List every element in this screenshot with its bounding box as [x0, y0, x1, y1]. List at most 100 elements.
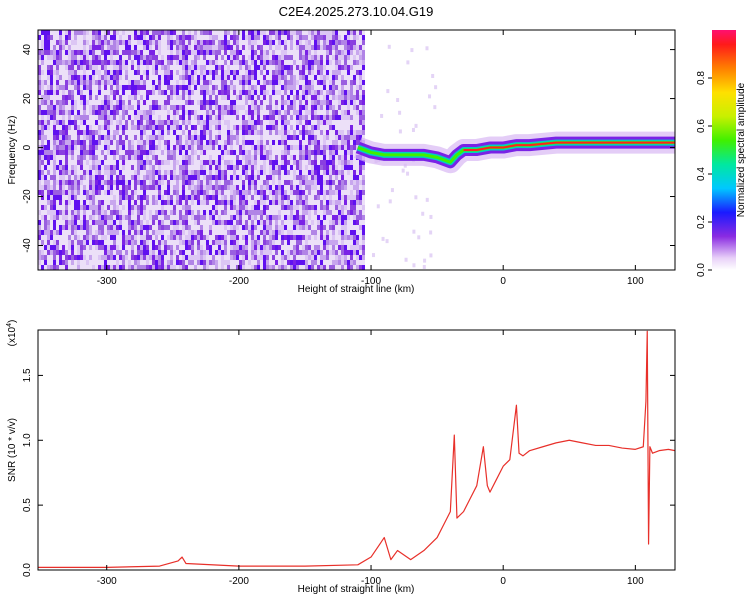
noise-cell	[314, 30, 317, 35]
noise-cell	[182, 95, 185, 100]
noise-cell	[206, 95, 209, 100]
noise-cell	[41, 30, 44, 35]
noise-cell	[167, 75, 170, 80]
noise-cell	[338, 205, 341, 210]
noise-cell	[104, 110, 107, 115]
noise-cell	[188, 250, 191, 255]
noise-cell	[266, 130, 269, 135]
noise-cell	[260, 85, 263, 90]
noise-cell	[89, 200, 92, 205]
noise-cell	[215, 265, 218, 270]
noise-cell	[86, 255, 89, 260]
noise-cell	[260, 240, 263, 245]
noise-cell	[185, 120, 188, 125]
noise-cell	[152, 35, 155, 40]
noise-cell	[194, 175, 197, 180]
noise-cell	[128, 30, 131, 35]
noise-cell	[65, 265, 68, 270]
noise-cell	[224, 160, 227, 165]
noise-cell	[113, 90, 116, 95]
noise-cell	[254, 170, 257, 175]
noise-cell	[296, 265, 299, 270]
noise-cell	[296, 165, 299, 170]
noise-cell	[206, 200, 209, 205]
noise-cell	[155, 160, 158, 165]
noise-cell	[188, 60, 191, 65]
noise-cell	[221, 60, 224, 65]
noise-cell	[278, 230, 281, 235]
noise-cell	[197, 30, 200, 35]
noise-cell	[65, 235, 68, 240]
noise-cell	[206, 240, 209, 245]
noise-cell	[122, 230, 125, 235]
noise-cell	[137, 75, 140, 80]
noise-cell	[272, 105, 275, 110]
noise-cell	[167, 110, 170, 115]
noise-cell	[260, 235, 263, 240]
noise-cell	[62, 195, 65, 200]
noise-cell	[119, 250, 122, 255]
noise-cell	[299, 255, 302, 260]
noise-cell	[149, 260, 152, 265]
noise-cell	[119, 130, 122, 135]
noise-cell	[263, 225, 266, 230]
noise-cell	[95, 180, 98, 185]
noise-cell	[236, 40, 239, 45]
noise-cell	[311, 125, 314, 130]
noise-cell	[209, 215, 212, 220]
noise-cell	[116, 150, 119, 155]
noise-cell	[167, 130, 170, 135]
noise-cell	[224, 140, 227, 145]
noise-cell	[341, 165, 344, 170]
noise-cell	[104, 45, 107, 50]
noise-cell	[206, 100, 209, 105]
noise-cell	[254, 195, 257, 200]
noise-cell	[119, 30, 122, 35]
noise-cell	[206, 215, 209, 220]
noise-cell	[149, 100, 152, 105]
noise-cell	[137, 215, 140, 220]
noise-cell	[92, 150, 95, 155]
noise-cell	[155, 60, 158, 65]
noise-cell	[341, 205, 344, 210]
noise-cell	[194, 70, 197, 75]
noise-cell	[200, 115, 203, 120]
noise-cell	[119, 200, 122, 205]
noise-cell	[62, 35, 65, 40]
noise-cell	[278, 90, 281, 95]
noise-cell	[203, 135, 206, 140]
noise-cell	[86, 130, 89, 135]
noise-cell	[269, 165, 272, 170]
noise-cell	[158, 250, 161, 255]
noise-cell	[74, 205, 77, 210]
noise-cell	[203, 120, 206, 125]
noise-cell	[170, 130, 173, 135]
noise-cell	[47, 85, 50, 90]
noise-cell	[263, 250, 266, 255]
noise-cell	[152, 210, 155, 215]
noise-cell	[125, 245, 128, 250]
noise-cell	[134, 265, 137, 270]
noise-cell	[224, 115, 227, 120]
noise-cell	[242, 215, 245, 220]
noise-cell	[239, 175, 242, 180]
noise-cell	[314, 50, 317, 55]
noise-cell	[152, 120, 155, 125]
noise-cell	[107, 130, 110, 135]
noise-cell	[80, 125, 83, 130]
noise-cell	[113, 255, 116, 260]
noise-cell	[173, 140, 176, 145]
noise-cell	[284, 215, 287, 220]
noise-cell	[218, 80, 221, 85]
noise-cell	[95, 225, 98, 230]
noise-cell	[287, 260, 290, 265]
noise-cell	[302, 260, 305, 265]
noise-cell	[179, 245, 182, 250]
noise-cell	[275, 60, 278, 65]
noise-cell	[308, 150, 311, 155]
noise-cell	[107, 220, 110, 225]
noise-cell	[293, 265, 296, 270]
noise-cell	[266, 55, 269, 60]
noise-cell	[275, 215, 278, 220]
noise-cell	[314, 60, 317, 65]
